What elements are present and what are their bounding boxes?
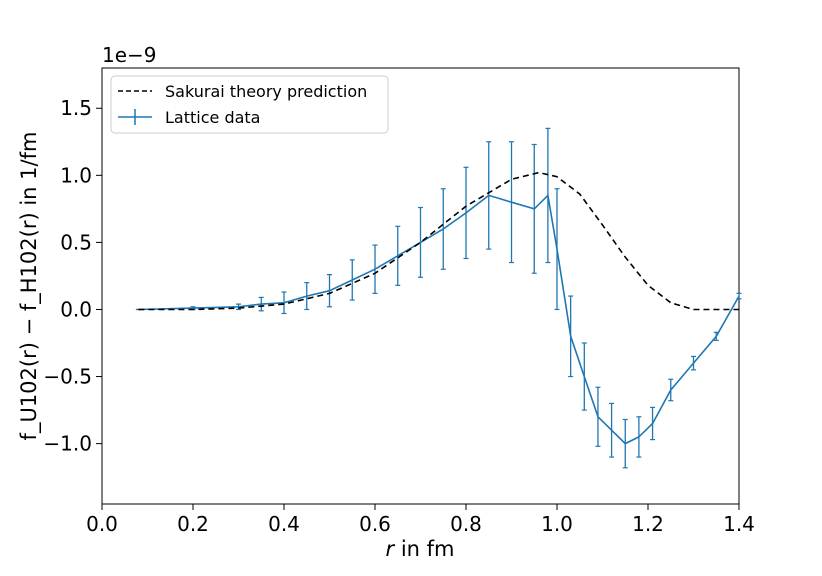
y-tick-label: 0.5	[60, 230, 92, 254]
x-tick-label: 0.4	[268, 512, 300, 536]
x-tick-label: 1.4	[723, 512, 755, 536]
lattice-data-line	[138, 193, 740, 445]
y-tick-label: 0.0	[60, 297, 92, 321]
legend-box	[110, 75, 389, 134]
y-tick-label: −0.5	[43, 365, 92, 389]
y-axis-label: f_U102(r) − f_H102(r) in 1/fm	[17, 132, 42, 441]
x-axis-variable: r	[386, 537, 396, 561]
x-axis-label: r in fm	[386, 537, 455, 561]
sakurai-prediction-line	[138, 171, 739, 311]
series-layer	[135, 127, 742, 469]
legend: Sakurai theory prediction Lattice data	[110, 75, 389, 134]
y-offset-text: 1e−9	[102, 43, 157, 67]
tick-layer: 0.0 0.2 0.4 0.6 0.8 1.0 1.2 1.4 −1.0 −0.5 0.0 0.5 1.…	[43, 96, 754, 536]
y-tick-label: 1.5	[60, 96, 92, 120]
x-tick-label: 1.2	[632, 512, 664, 536]
y-tick-label: −1.0	[43, 432, 92, 456]
y-tick-label: 1.0	[60, 163, 92, 187]
x-axis-unit: in fm	[394, 537, 454, 561]
x-tick-label: 1.0	[541, 512, 573, 536]
x-tick-label: 0.2	[177, 512, 209, 536]
legend-label-lattice: Lattice data	[165, 108, 260, 127]
x-tick-label: 0.6	[359, 512, 391, 536]
x-tick-label: 0.8	[450, 512, 482, 536]
plot-area-frame	[101, 67, 740, 505]
x-tick-label: 0.0	[86, 512, 118, 536]
legend-label-sakurai: Sakurai theory prediction	[165, 82, 367, 101]
